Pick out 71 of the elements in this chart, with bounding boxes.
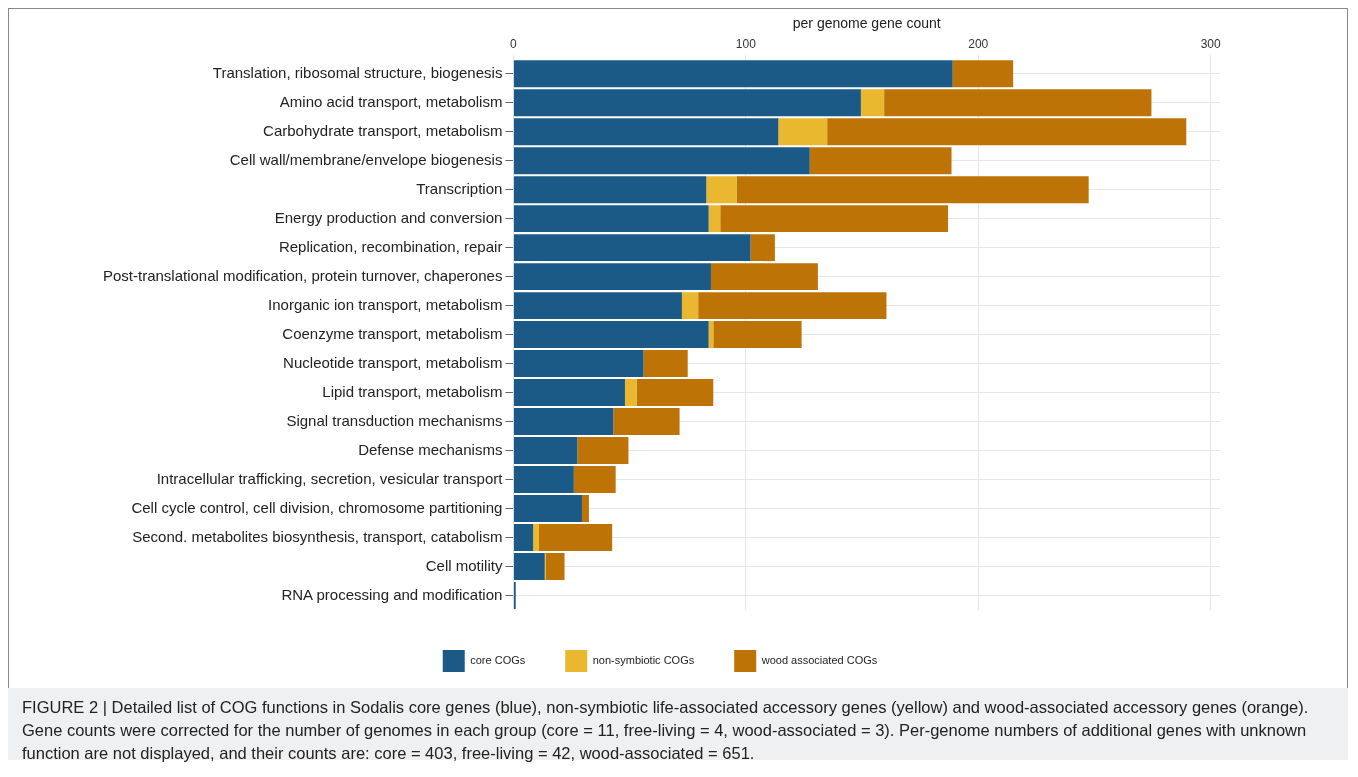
bar bbox=[708, 205, 721, 233]
y-tick-label: Coenzyme transport, metabolism bbox=[282, 324, 503, 342]
y-tick-label: Intracellular trafficking, secretion, vesicular transport bbox=[156, 469, 504, 487]
y-tick-label: Replication, recombination, repair bbox=[278, 237, 503, 255]
bar bbox=[573, 466, 616, 494]
bar bbox=[827, 118, 1187, 146]
bar bbox=[624, 379, 637, 407]
bar bbox=[513, 263, 711, 291]
y-tick-label: RNA processing and modification bbox=[281, 585, 503, 603]
bar bbox=[809, 147, 952, 175]
bar bbox=[952, 60, 1014, 88]
bar bbox=[713, 321, 802, 349]
bar bbox=[513, 321, 709, 349]
bar bbox=[545, 553, 565, 580]
bar bbox=[513, 553, 545, 580]
legend-label: wood associated COGs bbox=[760, 654, 878, 667]
bar bbox=[513, 350, 644, 378]
bar bbox=[581, 495, 589, 523]
bar bbox=[710, 263, 818, 291]
x-tick-label: 100 bbox=[735, 37, 757, 52]
bar bbox=[513, 495, 582, 523]
y-tick-label: Defense mechanisms bbox=[358, 440, 503, 458]
bar bbox=[681, 292, 699, 320]
y-tick-label: Carbohydrate transport, metabolism bbox=[263, 121, 503, 139]
y-tick-label: Cell cycle control, cell division, chromosome partitioning bbox=[131, 498, 503, 516]
bar bbox=[778, 118, 828, 146]
bar bbox=[860, 89, 885, 117]
y-tick-label: Signal transduction mechanisms bbox=[286, 411, 503, 429]
bar bbox=[636, 379, 714, 407]
bar bbox=[513, 89, 861, 117]
bar bbox=[698, 292, 887, 320]
x-tick-label: 300 bbox=[1200, 37, 1222, 52]
y-tick-label: Amino acid transport, metabolism bbox=[279, 92, 503, 110]
bar bbox=[513, 176, 707, 204]
bar bbox=[513, 524, 534, 552]
x-axis-title: per genome gene count bbox=[792, 15, 941, 32]
bar bbox=[513, 118, 779, 146]
bar bbox=[513, 60, 953, 88]
bar bbox=[884, 89, 1152, 117]
bar bbox=[513, 466, 574, 494]
y-tick-label: Post-translational modification, protein turnover, chaperones bbox=[103, 266, 503, 284]
bar bbox=[750, 234, 775, 262]
bar bbox=[513, 408, 614, 436]
y-tick-label: Translation, ribosomal structure, biogenesis bbox=[212, 63, 503, 81]
bar bbox=[720, 205, 949, 233]
bar bbox=[513, 437, 578, 465]
y-tick-label: Second. metabolites biosynthesis, transport, catabolism bbox=[132, 527, 503, 545]
x-tick-label: 0 bbox=[510, 37, 518, 52]
x-tick-label: 200 bbox=[968, 37, 989, 52]
bar bbox=[613, 408, 680, 436]
bar bbox=[577, 437, 629, 465]
bar bbox=[513, 205, 709, 233]
bar bbox=[643, 350, 688, 378]
y-tick-label: Transcription bbox=[416, 179, 503, 197]
y-tick-label: Nucleotide transport, metabolism bbox=[283, 353, 503, 371]
bar bbox=[513, 292, 682, 320]
y-tick-label: Energy production and conversion bbox=[274, 208, 503, 226]
y-tick-label: Cell motility bbox=[425, 556, 503, 574]
y-tick-label: Inorganic ion transport, metabolism bbox=[268, 295, 503, 313]
bar bbox=[513, 234, 751, 262]
bar bbox=[513, 379, 625, 407]
bar bbox=[538, 524, 613, 552]
bar bbox=[706, 176, 737, 204]
legend-label: non-symbiotic COGs bbox=[592, 654, 695, 667]
caption: FIGURE 2 | Detailed list of COG functions in Sodalis core genes (blue), non-symbiotic life-associated accessory genes (yellow) and wood-associated accessory genes (orange). Gene counts were corrected for the number of genomes in each group (core = 11, free-living = 4, wood-associated = 3). Per-genome numbers of additional genes with unknown function are not displayed, and their counts are: core = 403, free-living = 42, wood-associated = 651. bbox=[22, 697, 1310, 764]
bar bbox=[533, 524, 539, 552]
y-tick-label: Lipid transport, metabolism bbox=[322, 382, 503, 400]
bar bbox=[513, 147, 810, 175]
y-tick-label: Cell wall/membrane/envelope biogenesis bbox=[229, 150, 503, 168]
bar bbox=[736, 176, 1089, 204]
legend-label: core COGs bbox=[470, 654, 526, 667]
